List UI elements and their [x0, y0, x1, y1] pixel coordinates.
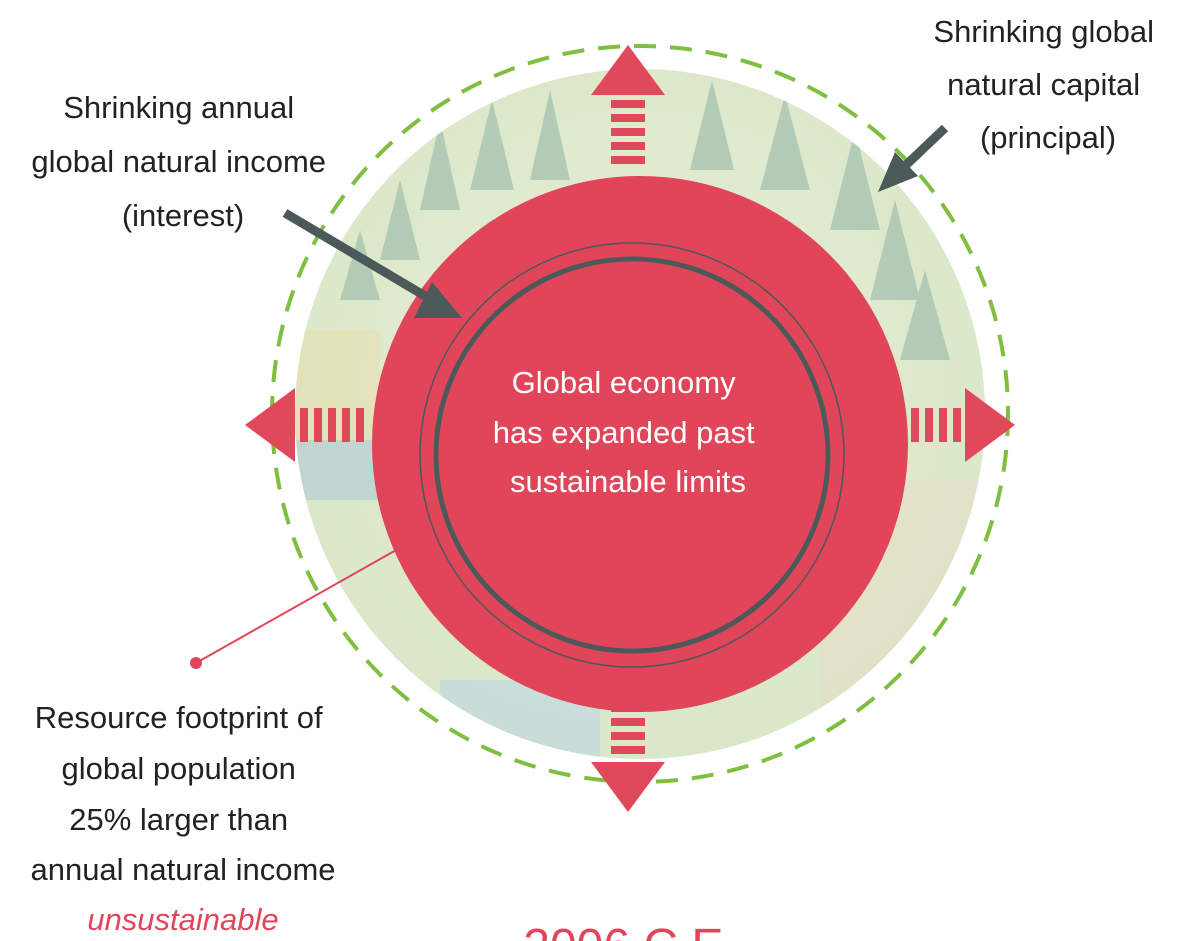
label-line: annual natural income [30, 852, 335, 887]
label-line: Shrinking annual [63, 90, 294, 125]
label-line: (principal) [980, 120, 1116, 155]
footer-year: 2006 C.E. [523, 920, 736, 941]
label-line: sustainable limits [510, 464, 746, 499]
label-line: Global economy [512, 365, 737, 400]
footprint-label: Resource footprint of global population … [30, 700, 335, 887]
emphasis-label: unsustainable [87, 902, 278, 937]
label-line: has expanded past [493, 415, 755, 450]
label-line: global natural income [31, 144, 326, 179]
page: Shrinking annual global natural income (… [0, 0, 1177, 941]
label-line: Shrinking global [933, 14, 1154, 49]
leader-dot [190, 657, 202, 669]
label-line: (interest) [122, 198, 244, 233]
label-line: natural capital [947, 67, 1140, 102]
label-line: global population [61, 751, 295, 786]
label-line: Resource footprint of [35, 700, 323, 735]
label-line: 25% larger than [69, 802, 288, 837]
diagram: Shrinking annual global natural income (… [0, 0, 1177, 941]
center-label: Global economy has expanded past sustain… [493, 365, 764, 499]
capital-label: Shrinking global natural capital (princi… [933, 14, 1162, 155]
